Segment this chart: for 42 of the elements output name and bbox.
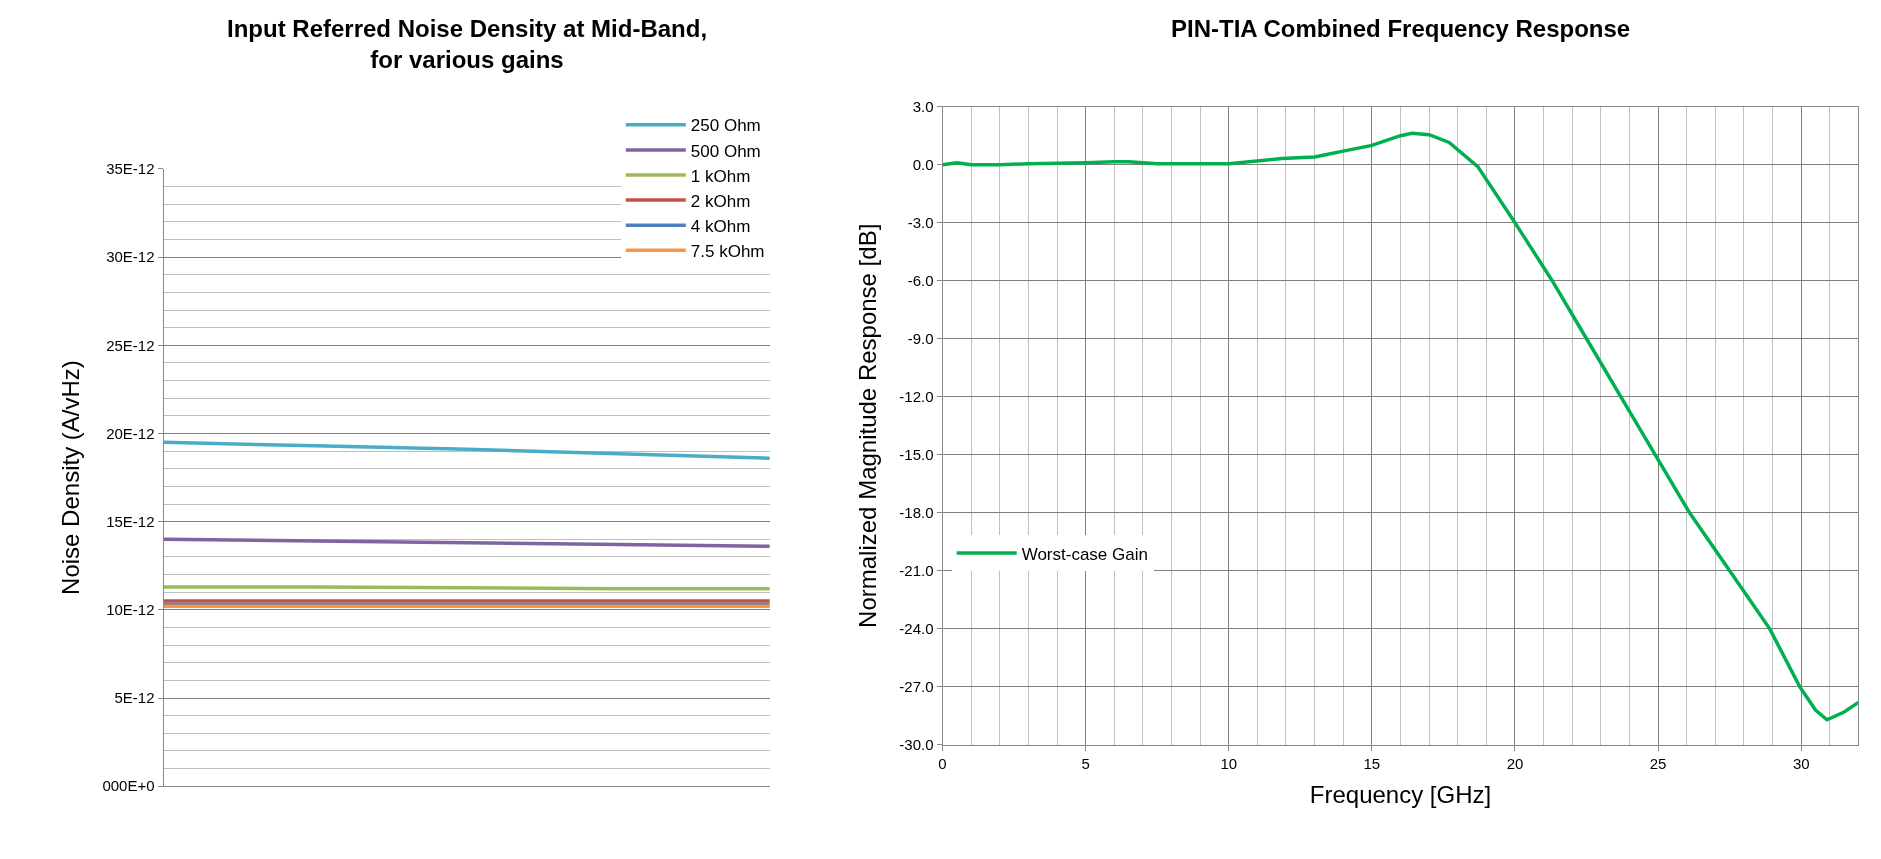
y-tick-label: 10E-12	[106, 601, 155, 619]
line-series	[163, 440, 770, 460]
y-tick-label: -18.0	[899, 504, 934, 522]
y-tick-label: -12.0	[899, 388, 934, 406]
y-tick-label: 5E-12	[114, 689, 155, 707]
legend-label: Worst-case Gain	[1021, 544, 1148, 564]
legend-label: 7.5 kOhm	[690, 241, 765, 261]
line-series	[163, 537, 770, 549]
y-tick-label: -6.0	[907, 271, 934, 289]
y-tick-label: 20E-12	[106, 424, 155, 442]
legend-label: 2 kOhm	[690, 191, 751, 211]
line-series	[942, 131, 1859, 722]
legend-label: 4 kOhm	[690, 216, 751, 236]
y-tick-label: 30E-12	[106, 248, 155, 266]
y-tick-label: 25E-12	[106, 336, 155, 354]
y-tick-label: 15E-12	[106, 512, 155, 530]
y-axis-title: Normalized Magnitude Response [dB]	[854, 223, 882, 628]
x-tick-label: 25	[1649, 754, 1667, 772]
x-tick-label: 10	[1220, 754, 1238, 772]
y-tick-label: 3.0	[912, 97, 934, 115]
chart-title: Input Referred Noise Density at Mid-Band, for various gains	[227, 15, 708, 74]
y-tick-label: 35E-12	[106, 160, 155, 178]
y-tick-label: 0.0	[912, 155, 934, 173]
y-tick-label: -27.0	[899, 678, 934, 696]
x-tick-label: 0	[938, 754, 947, 772]
y-tick-label: -15.0	[899, 446, 934, 464]
legend-label: 1 kOhm	[690, 166, 751, 186]
legend-label: 250 Ohm	[690, 116, 761, 136]
x-axis-title: Frequency [GHz]	[1309, 781, 1492, 809]
y-tick-label: -3.0	[907, 213, 934, 231]
x-tick-label: 5	[1081, 754, 1090, 772]
y-tick-label: -9.0	[907, 330, 934, 348]
chart-title: PIN-TIA Combined Frequency Response	[1171, 15, 1631, 42]
x-tick-label: 20	[1506, 754, 1524, 772]
x-tick-label: 30	[1792, 754, 1810, 772]
y-tick-label: 000E+0	[102, 777, 155, 795]
y-tick-label: -30.0	[899, 736, 934, 754]
y-axis-title: Noise Density (A/vHz)	[57, 360, 85, 595]
y-tick-label: -24.0	[899, 620, 934, 638]
legend-label: 500 Ohm	[690, 141, 761, 161]
y-tick-label: -21.0	[899, 562, 934, 580]
x-tick-label: 15	[1363, 754, 1381, 772]
